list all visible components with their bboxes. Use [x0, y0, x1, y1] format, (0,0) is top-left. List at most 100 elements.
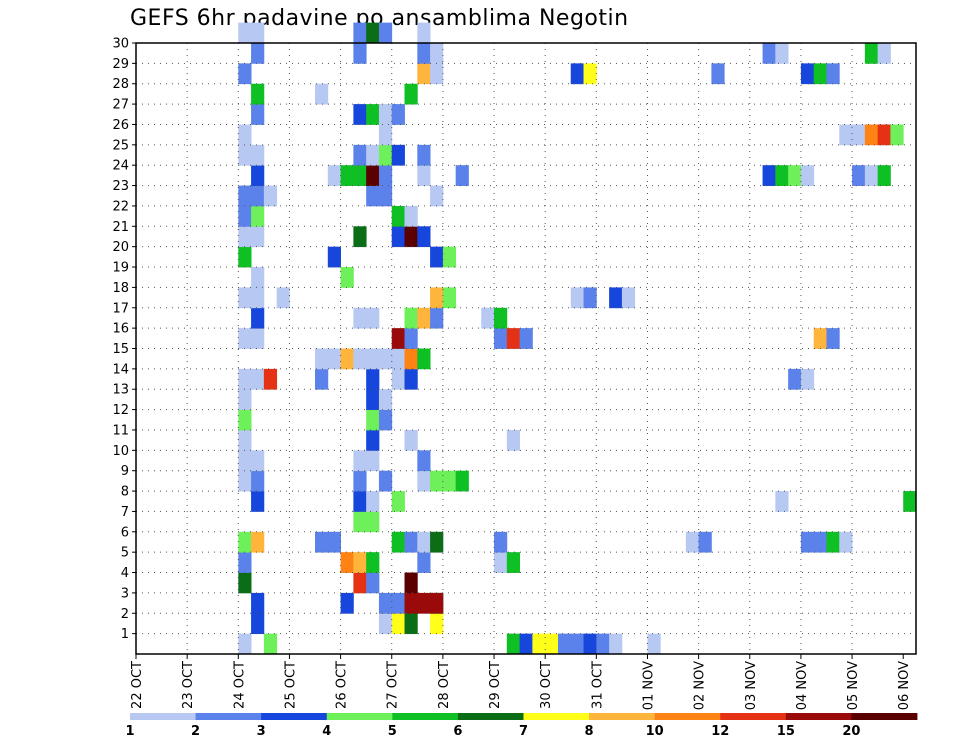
heatmap-cell — [340, 267, 354, 288]
heatmap-cell — [340, 165, 354, 186]
heatmap-cell — [238, 552, 252, 573]
y-tick-label: 4 — [121, 566, 129, 581]
heatmap-cell — [481, 307, 495, 329]
heatmap-cell — [826, 531, 840, 553]
legend-swatch — [457, 713, 524, 720]
legend-swatch — [523, 713, 590, 720]
x-tick-label: 29 OCT — [488, 661, 503, 709]
heatmap-cell — [417, 165, 431, 186]
heatmap-cell — [404, 205, 418, 227]
legend-label: 8 — [585, 724, 594, 739]
heatmap-cell — [506, 633, 521, 655]
heatmap-cell — [366, 409, 380, 431]
heatmap-cell — [251, 613, 265, 635]
legend-label: 20 — [842, 724, 860, 739]
heatmap-cell — [506, 328, 521, 349]
x-tick-label: 27 OCT — [386, 661, 401, 709]
y-tick-label: 18 — [112, 281, 129, 296]
y-tick-label: 6 — [121, 525, 129, 540]
heatmap-cell — [813, 531, 827, 553]
y-tick-label: 24 — [112, 159, 129, 174]
heatmap-cell — [609, 633, 623, 655]
x-tick-label: 02 NOV — [693, 661, 708, 710]
heatmap-cell — [532, 633, 546, 655]
x-tick-label: 05 NOV — [846, 661, 861, 710]
heatmap-cell — [417, 226, 431, 248]
heatmap-cell — [570, 633, 584, 655]
heatmap-cell — [583, 287, 597, 309]
heatmap-cell — [238, 409, 252, 431]
legend-swatch — [785, 713, 852, 720]
x-tick-label: 22 OCT — [130, 661, 145, 709]
heatmap-cell — [315, 83, 329, 105]
heatmap-cell — [813, 328, 827, 349]
heatmap-cell — [366, 552, 380, 573]
heatmap-cell — [404, 226, 418, 248]
legend-label: 15 — [777, 724, 795, 739]
heatmap-cell — [353, 307, 367, 329]
heatmap-cell — [263, 368, 278, 390]
heatmap-cell — [685, 531, 700, 553]
x-tick-label: 03 NOV — [744, 661, 759, 710]
y-tick-label: 1 — [121, 627, 129, 642]
legend-swatch — [326, 713, 393, 720]
heatmap-cell — [852, 124, 866, 146]
heatmap-cell — [238, 22, 252, 44]
heatmap-cell — [251, 43, 265, 64]
heatmap-cell — [251, 592, 265, 614]
y-tick-label: 5 — [121, 546, 129, 561]
heatmap-cell — [404, 572, 418, 594]
heatmap-cell — [442, 470, 457, 492]
heatmap-cell — [251, 287, 265, 309]
x-tick-label: 26 OCT — [335, 661, 350, 709]
x-axis: 22 OCT 23 OCT 24 OCT 25 OCT 26 OCT 27 OCT 28 O… — [130, 654, 912, 710]
y-tick-label: 11 — [112, 423, 129, 438]
heatmap-cell — [353, 348, 367, 370]
heatmap-cell — [378, 104, 393, 125]
heatmap-cell — [391, 328, 405, 349]
y-tick-label: 21 — [112, 220, 129, 235]
heatmap-cell — [800, 63, 815, 85]
heatmap-cell — [251, 144, 265, 166]
heatmap-cell — [404, 83, 418, 105]
legend-label: 10 — [646, 724, 664, 739]
heatmap-cell — [378, 613, 393, 635]
heatmap-cell — [366, 368, 380, 390]
heatmap-cell — [430, 185, 444, 207]
x-tick-label: 28 OCT — [437, 661, 452, 709]
heatmap-cell — [391, 348, 405, 370]
heatmap-cell — [238, 287, 252, 309]
heatmap-cell — [698, 531, 712, 553]
heatmap-cell — [340, 552, 354, 573]
heatmap-cell — [519, 633, 533, 655]
x-tick-label: 30 OCT — [539, 661, 554, 709]
heatmap-cell — [404, 531, 418, 553]
heatmap-cell — [340, 592, 354, 614]
heatmap-cell — [327, 531, 341, 553]
legend-label: 3 — [257, 724, 266, 739]
heatmap-cell — [903, 491, 917, 512]
heatmap-cell — [404, 429, 418, 451]
heatmap-cell — [417, 22, 431, 44]
heatmap-cell — [238, 328, 252, 349]
heatmap-cell — [494, 531, 508, 553]
heatmap-cell — [251, 165, 265, 186]
heatmap-cell — [238, 450, 252, 472]
heatmap-cell — [353, 511, 367, 533]
heatmap-cell — [430, 613, 444, 635]
heatmap-cell — [775, 43, 789, 64]
heatmap-cell — [430, 246, 444, 268]
heatmap-cell — [430, 307, 444, 329]
heatmap-cell — [494, 552, 508, 573]
heatmap-cell — [353, 43, 367, 64]
legend-swatch — [130, 713, 196, 720]
heatmap-cell — [238, 185, 252, 207]
legend-swatch — [851, 713, 918, 720]
y-tick-label: 23 — [112, 179, 129, 194]
heatmap-cell — [864, 124, 879, 146]
heatmap-cell — [430, 531, 444, 553]
heatmap-cell — [775, 491, 789, 512]
heatmap-cell — [366, 511, 380, 533]
heatmap-cell — [251, 185, 265, 207]
y-tick-label: 2 — [121, 607, 129, 622]
